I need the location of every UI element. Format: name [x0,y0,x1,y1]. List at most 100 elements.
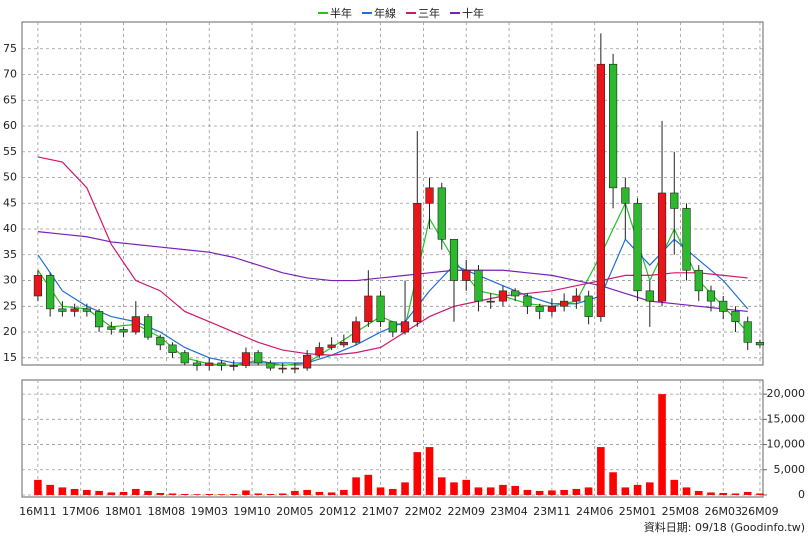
x-tick-label: 16M11 [19,505,57,518]
x-tick-label: 18M08 [148,505,186,518]
moving-average-line [37,231,748,313]
volume-bar [266,493,275,495]
volume-bar [658,394,666,495]
volume-tick-label: 20,000 [767,387,806,400]
volume-frame [21,379,764,498]
volume-bar [609,472,617,495]
legend-label: 半年 [330,6,352,20]
x-tick-label: 20M05 [276,505,314,518]
candle-body [437,187,446,240]
volume-bar [156,492,165,495]
candle-body [376,295,385,323]
y-tick-label: 70 [3,68,17,81]
volume-bar [180,493,189,495]
volume-bar [743,491,752,495]
candle-body [670,192,679,209]
volume-bar [633,484,642,495]
candle-body [596,63,605,317]
volume-bar [682,487,691,495]
volume-bar [413,452,422,495]
candle-body [70,308,79,312]
price-frame [21,21,764,366]
volume-bar [389,488,397,495]
y-tick-label: 50 [3,171,17,184]
candle-body [645,290,654,302]
candle-body [633,202,642,292]
volume-bar [523,489,532,495]
volume-bar [719,492,728,495]
x-tick-label: 19M03 [190,505,228,518]
candle-body [180,352,189,364]
candle-body [523,295,532,307]
candle-body [706,290,716,302]
candle-body [621,187,630,204]
volume-bar [315,491,324,495]
y-tick-label: 55 [3,145,17,158]
x-tick-label: 17M06 [62,505,100,518]
x-tick-label: 26M03 [704,505,742,518]
volume-bar [340,489,348,495]
candle-body [278,367,287,370]
volume-bar [327,492,336,495]
volume-bar [511,485,519,495]
volume-bar [499,484,507,495]
volume-bar [352,477,360,495]
candle-body [131,316,140,333]
candle-body [608,63,618,189]
candle-body [694,269,703,292]
volume-bar [621,487,630,495]
candle-body [254,352,263,364]
volume-tick-label: 10,000 [767,438,806,451]
volume-bar [437,477,446,495]
y-tick-label: 25 [3,299,17,312]
volume-bar [425,447,434,495]
candle-body [315,347,324,356]
volume-bar [670,479,679,495]
volume-bar [46,484,54,495]
candle-body [498,290,508,302]
volume-bar [242,490,250,495]
y-tick-label: 35 [3,248,17,261]
candle-body [413,202,422,323]
candle-body [584,295,593,317]
candle-body [351,321,361,343]
x-tick-label: 23M11 [533,505,571,518]
volume-bar [535,490,544,495]
candle-body [511,290,520,297]
volume-bar [217,494,226,495]
y-tick-label: 15 [3,351,17,364]
volume-bar [278,493,287,495]
volume-tick-label: 0 [798,488,805,501]
volume-bar [401,482,409,495]
volume-bar [34,479,42,495]
volume-bar [486,487,495,495]
volume-bar [168,493,177,495]
candle-body [46,275,55,310]
candle-body [535,305,544,312]
volume-bar [95,490,103,495]
y-tick-label: 40 [3,222,17,235]
legend-label: 三年 [418,6,440,20]
candle-body [95,311,104,328]
x-tick-label: 25M08 [662,505,700,518]
candle-body [743,321,752,343]
volume-bar [291,490,299,495]
candle-body [719,300,728,312]
candle-body [327,344,336,348]
volume-bar [205,493,214,495]
candle-body [156,336,165,346]
volume-bar [584,487,593,495]
candle-body [82,308,91,312]
footer: 資料日期: 09/18 (Goodinfo.tw) [644,520,805,534]
volume-bar [83,489,91,495]
legend-label: 年線 [374,6,396,20]
candle-body [58,308,67,312]
candle-body [168,344,177,353]
x-tick-label: 22M02 [405,505,443,518]
candle-body [339,342,348,346]
volume-bar [119,491,128,495]
x-tick-label: 18M01 [105,505,143,518]
volume-bar [572,488,581,495]
volume-bar [694,490,703,495]
candle-body [205,362,214,366]
